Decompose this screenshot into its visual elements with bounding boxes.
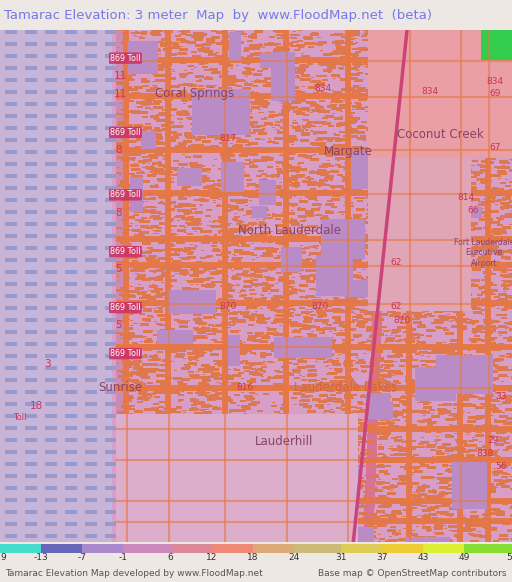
Text: -1: -1	[118, 553, 127, 562]
Text: Fort Lauderdale
Executive
Airport: Fort Lauderdale Executive Airport	[454, 238, 512, 268]
Text: 869 Toll: 869 Toll	[110, 190, 141, 200]
Text: Lauderdale Lakes: Lauderdale Lakes	[294, 381, 397, 394]
Text: 816: 816	[236, 383, 253, 392]
Text: 69: 69	[489, 90, 501, 98]
Text: Margate: Margate	[324, 146, 373, 158]
Text: 43: 43	[418, 553, 429, 562]
Bar	[123, 544, 170, 552]
Bar	[423, 544, 464, 552]
Text: 31: 31	[335, 553, 347, 562]
Text: 11: 11	[114, 89, 127, 99]
Text: 66: 66	[468, 205, 479, 215]
Bar	[252, 544, 293, 552]
Text: 6: 6	[168, 553, 174, 562]
Text: 29: 29	[487, 436, 499, 445]
Text: 18: 18	[247, 553, 259, 562]
Text: 869 Toll: 869 Toll	[110, 54, 141, 63]
Text: 834: 834	[314, 84, 331, 93]
Text: -13: -13	[34, 553, 48, 562]
Bar	[211, 544, 252, 552]
Text: Toll: Toll	[13, 413, 26, 421]
Bar	[382, 544, 423, 552]
Text: 37: 37	[376, 553, 388, 562]
Bar	[170, 544, 211, 552]
Text: 870: 870	[393, 316, 411, 325]
Bar	[0, 544, 41, 552]
Text: 869 Toll: 869 Toll	[110, 349, 141, 358]
Text: 834: 834	[421, 87, 439, 96]
Text: 834: 834	[486, 77, 504, 86]
Text: Lauderhill: Lauderhill	[255, 435, 313, 448]
Text: Tamarac Elevation Map developed by www.FloodMap.net: Tamarac Elevation Map developed by www.F…	[5, 569, 263, 577]
Text: 62: 62	[390, 302, 401, 311]
Text: Base map © OpenStreetMap contributors: Base map © OpenStreetMap contributors	[318, 569, 507, 577]
Bar	[41, 544, 82, 552]
Text: 869 Toll: 869 Toll	[110, 247, 141, 256]
Text: Tamarac Elevation: 3 meter  Map  by  www.FloodMap.net  (beta): Tamarac Elevation: 3 meter Map by www.Fl…	[4, 9, 432, 22]
Text: 49: 49	[459, 553, 470, 562]
Text: 8: 8	[116, 208, 122, 218]
Bar	[293, 544, 342, 552]
Text: -19: -19	[0, 553, 7, 562]
Text: -7: -7	[77, 553, 87, 562]
Text: 56: 56	[495, 462, 506, 471]
Text: 5: 5	[116, 321, 122, 331]
Text: 5: 5	[116, 264, 122, 274]
Text: North Lauderdale: North Lauderdale	[238, 224, 341, 237]
Text: 18: 18	[30, 401, 44, 411]
Text: 817: 817	[219, 134, 237, 143]
Text: 62: 62	[390, 258, 401, 268]
Text: 3: 3	[44, 359, 50, 369]
Text: Sunrise: Sunrise	[98, 381, 142, 394]
Bar	[342, 544, 382, 552]
Text: 12: 12	[206, 553, 217, 562]
Text: 33: 33	[495, 392, 506, 400]
Text: 869 Toll: 869 Toll	[110, 128, 141, 137]
Text: 11: 11	[114, 71, 127, 81]
Bar	[464, 544, 512, 552]
Text: Coconut Creek: Coconut Creek	[397, 129, 484, 141]
Text: 8: 8	[116, 146, 122, 155]
Text: 814: 814	[457, 193, 475, 203]
Text: 870: 870	[219, 302, 237, 311]
Text: Coral Springs: Coral Springs	[155, 87, 234, 101]
Text: 67: 67	[489, 143, 501, 152]
Text: 869 Toll: 869 Toll	[110, 303, 141, 312]
Text: 56: 56	[506, 553, 512, 562]
Text: 838: 838	[476, 449, 494, 459]
Bar	[82, 544, 123, 552]
Text: 870: 870	[311, 302, 329, 311]
Text: 24: 24	[288, 553, 299, 562]
